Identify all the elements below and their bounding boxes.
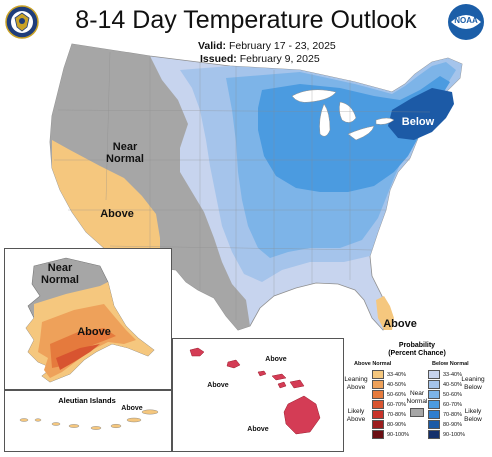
legend-near-label: Near Normal xyxy=(406,390,428,405)
legend-below-row-7: 90-100% xyxy=(428,430,465,439)
legend-above-range-4: 60-70% xyxy=(387,401,406,408)
legend-above-range-3: 50-60% xyxy=(387,391,406,398)
legend-below-swatch-6 xyxy=(428,420,440,429)
issued-label: Issued: xyxy=(200,53,237,65)
noaa-logo-text: NOAA xyxy=(454,16,478,25)
lake-erie xyxy=(347,125,375,141)
legend-below-row-1: 33-40% xyxy=(428,370,462,379)
legend-title-line2: (Percent Chance) xyxy=(388,350,446,357)
legend-above-swatch-3 xyxy=(372,390,384,399)
label-above-aleutian: Above xyxy=(121,405,143,412)
hawaii-inset xyxy=(172,338,344,452)
label-above-hawaii-west: Above xyxy=(207,382,229,389)
lake-michigan xyxy=(319,103,331,137)
legend-above-row-2: 40-50% xyxy=(372,380,406,389)
legend-below-range-6: 80-90% xyxy=(443,421,462,428)
commerce-seal-icon xyxy=(5,5,39,39)
aleutian-islands-shapes xyxy=(19,409,159,430)
aleutian-title: Aleutian Islands xyxy=(58,396,116,405)
legend-likely-below: Likely Below xyxy=(464,408,482,423)
legend-below-swatch-2 xyxy=(428,380,440,389)
noaa-logo-icon: NOAA xyxy=(448,4,484,40)
legend-above-swatch-6 xyxy=(372,420,384,429)
alaska-above-60-70 xyxy=(56,344,100,370)
legend-below-swatch-5 xyxy=(428,410,440,419)
legend-below-range-2: 40-50% xyxy=(443,381,462,388)
alaska-map xyxy=(25,257,155,383)
valid-value: February 17 - 23, 2025 xyxy=(228,40,336,52)
legend-above-header: Above Normal xyxy=(354,361,392,367)
legend-above-swatch-1 xyxy=(372,370,384,379)
legend-below-header: Below Normal xyxy=(432,361,469,367)
legend-below-range-7: 90-100% xyxy=(443,431,466,438)
legend-below-range-5: 70-80% xyxy=(443,411,462,418)
below-70-80 xyxy=(388,88,454,140)
legend-above-swatch-4 xyxy=(372,400,384,409)
legend-below-swatch-4 xyxy=(428,400,440,409)
legend-title-line1: Probability xyxy=(398,342,436,349)
legend-above-row-6: 80-90% xyxy=(372,420,406,429)
legend-below-row-6: 80-90% xyxy=(428,420,462,429)
legend-below-row-2: 40-50% xyxy=(428,380,462,389)
legend-above-range-2: 40-50% xyxy=(387,381,406,388)
legend-above-swatch-2 xyxy=(372,380,384,389)
legend-likely-above: Likely Above xyxy=(346,408,366,423)
legend-below-swatch-1 xyxy=(428,370,440,379)
legend-near-swatch xyxy=(410,408,424,417)
legend-below-row-5: 70-80% xyxy=(428,410,462,419)
legend-above-row-3: 50-60% xyxy=(372,390,406,399)
legend-above-swatch-5 xyxy=(372,410,384,419)
legend-leaning-above: Leaning Above xyxy=(344,376,368,391)
legend-title: Probability (Percent Chance) xyxy=(344,342,490,358)
label-near-normal-alaska: Near Normal xyxy=(41,262,79,286)
legend-leaning-below: Leaning Below xyxy=(461,376,485,391)
issued-value: February 9, 2025 xyxy=(239,53,320,65)
florida-above xyxy=(376,296,394,330)
legend-above-row-7: 90-100% xyxy=(372,430,409,439)
label-near-normal-conus: Near Normal xyxy=(106,141,144,165)
legend-above-range-1: 33-40% xyxy=(387,371,406,378)
state-lines xyxy=(54,51,431,320)
valid-row: Valid: February 17 - 23, 2025 xyxy=(198,40,336,52)
aleutian-map xyxy=(19,409,159,430)
label-above-conus: Above xyxy=(100,208,134,220)
hawaii-islands-shapes xyxy=(189,347,321,435)
legend-below-row-3: 50-60% xyxy=(428,390,462,399)
legend-below-row-4: 60-70% xyxy=(428,400,462,409)
legend-below-swatch-7 xyxy=(428,430,440,439)
label-above-hawaii-north: Above xyxy=(265,356,287,363)
label-above-alaska: Above xyxy=(77,326,111,338)
legend-above-row-4: 60-70% xyxy=(372,400,406,409)
label-above-hawaii-south: Above xyxy=(247,426,269,433)
legend-above-row-1: 33-40% xyxy=(372,370,406,379)
legend-above-row-5: 70-80% xyxy=(372,410,406,419)
lake-ontario xyxy=(375,117,395,125)
legend-above-swatch-7 xyxy=(372,430,384,439)
aleutian-inset xyxy=(4,390,172,452)
legend-below-range-3: 50-60% xyxy=(443,391,462,398)
issued-row: Issued: February 9, 2025 xyxy=(200,53,320,65)
legend: Probability (Percent Chance) Above Norma… xyxy=(344,342,490,452)
legend-below-range-1: 33-40% xyxy=(443,371,462,378)
legend-above-range-5: 70-80% xyxy=(387,411,406,418)
map-title: 8-14 Day Temperature Outlook xyxy=(75,6,417,34)
label-below-conus: Below xyxy=(401,116,435,128)
valid-label: Valid: xyxy=(198,40,227,52)
legend-below-swatch-3 xyxy=(428,390,440,399)
legend-below-range-4: 60-70% xyxy=(443,401,462,408)
hawaii-map xyxy=(189,347,321,435)
label-above-florida: Above xyxy=(383,318,417,330)
above-southwest xyxy=(52,140,160,268)
legend-above-range-6: 80-90% xyxy=(387,421,406,428)
legend-above-range-7: 90-100% xyxy=(387,431,410,438)
